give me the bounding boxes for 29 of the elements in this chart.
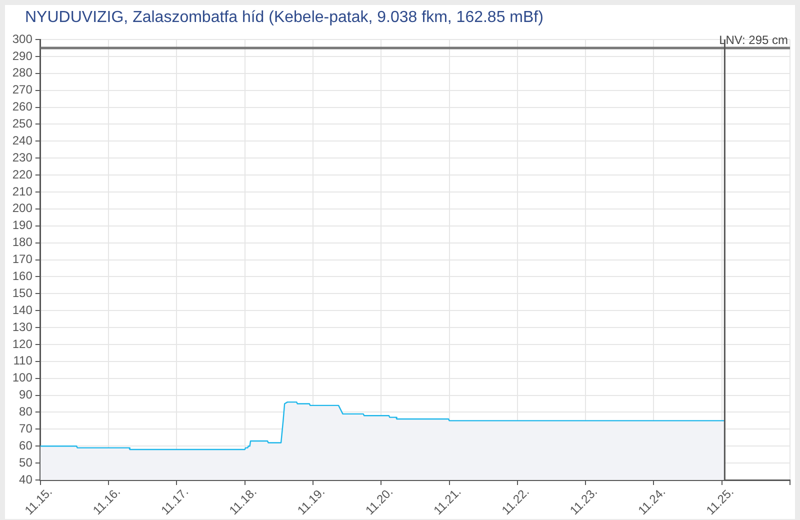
y-tick-label: 230: [12, 150, 33, 164]
y-tick-label: 40: [19, 472, 33, 486]
y-tick-label: 110: [13, 354, 33, 368]
y-tick-label: 290: [12, 48, 33, 63]
y-tick-label: 170: [12, 252, 33, 266]
y-tick-label: 300: [12, 32, 33, 46]
y-tick-label: 190: [12, 218, 33, 232]
y-tick-label: 220: [12, 167, 33, 182]
y-tick-label: 210: [12, 184, 33, 198]
y-tick-label: 120: [12, 336, 33, 351]
y-tick-label: 200: [12, 201, 33, 216]
y-tick-label: 150: [12, 286, 33, 300]
ref-line-label: LNV: 295 cm: [719, 32, 788, 47]
y-tick-label: 60: [19, 438, 33, 452]
y-tick-label: 140: [12, 302, 33, 317]
y-tick-label: 90: [19, 388, 33, 402]
y-tick-label: 180: [12, 235, 33, 250]
y-tick-label: 130: [12, 320, 33, 334]
y-tick-label: 80: [19, 404, 33, 419]
y-tick-label: 50: [19, 455, 33, 470]
chart-title: NYUDUVIZIG, Zalaszombatfa híd (Kebele-patak, 9.038 fkm, 162.85 mBf): [25, 9, 544, 26]
y-tick-label: 100: [12, 370, 33, 385]
y-tick-label: 250: [12, 116, 33, 131]
y-tick-label: 270: [12, 82, 33, 97]
y-tick-label: 160: [12, 269, 33, 284]
y-tick-label: 70: [19, 421, 33, 436]
y-tick-label: 260: [12, 100, 33, 114]
y-tick-label: 280: [12, 66, 33, 80]
y-tick-label: 240: [12, 133, 33, 148]
